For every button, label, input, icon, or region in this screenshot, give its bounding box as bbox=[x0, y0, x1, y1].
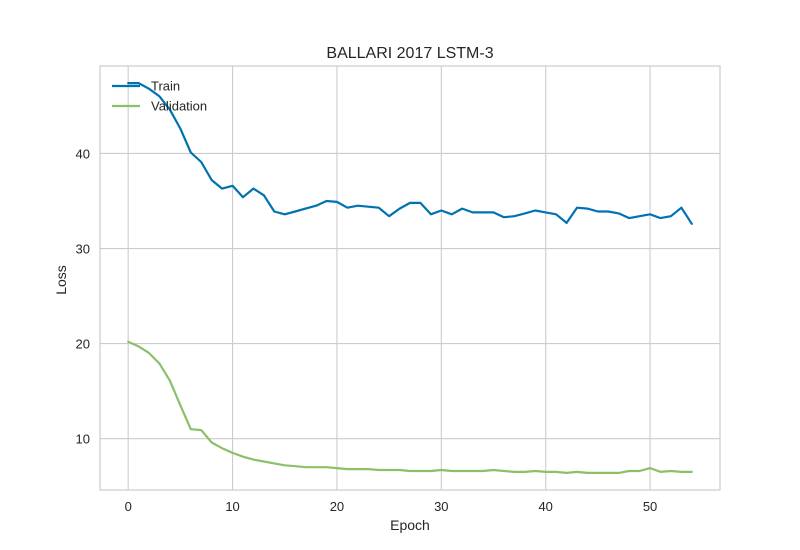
chart-title: BALLARI 2017 LSTM-3 bbox=[326, 45, 493, 62]
y-axis-label: Loss bbox=[53, 265, 69, 295]
series-line-train bbox=[127, 81, 693, 225]
x-tick-label: 40 bbox=[538, 499, 552, 514]
x-tick-label: 10 bbox=[225, 499, 239, 514]
grid bbox=[100, 66, 720, 490]
x-tick-label: 0 bbox=[125, 499, 132, 514]
y-tick-label: 20 bbox=[76, 337, 90, 352]
legend-label-validation: Validation bbox=[151, 99, 207, 114]
x-tick-label: 30 bbox=[434, 499, 448, 514]
legend-label-train: Train bbox=[151, 79, 180, 94]
x-tick-label: 20 bbox=[330, 499, 344, 514]
tick-labels: 0 10 20 30 40 50 10 20 30 40 bbox=[76, 146, 658, 514]
legend: Train Validation bbox=[112, 79, 207, 114]
x-tick-label: 50 bbox=[643, 499, 657, 514]
series-lines bbox=[127, 81, 693, 474]
y-tick-label: 10 bbox=[76, 432, 90, 447]
x-axis-label: Epoch bbox=[390, 517, 430, 533]
plot-frame bbox=[99, 65, 721, 491]
y-tick-label: 30 bbox=[76, 242, 90, 257]
series-line-validation bbox=[127, 340, 693, 474]
y-tick-label: 40 bbox=[76, 146, 90, 161]
